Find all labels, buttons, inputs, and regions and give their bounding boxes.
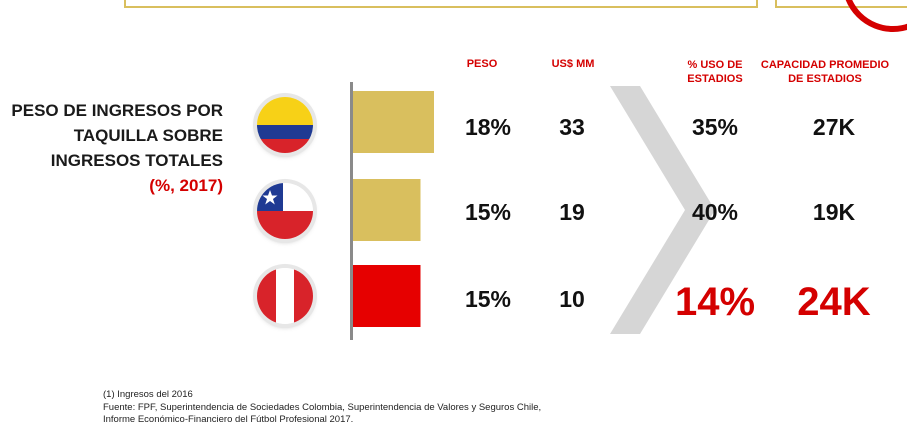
capacidad-value-highlight: 24K: [797, 280, 871, 324]
header-uso: % USO DE ESTADIOS: [670, 58, 760, 86]
chart-title: PESO DE INGRESOS POR TAQUILLA SOBRE INGR…: [11, 98, 223, 198]
footer-source-1: Fuente: FPF, Superintendencia de Socieda…: [103, 401, 542, 413]
title-line-1: PESO DE INGRESOS POR: [11, 101, 223, 120]
header-capacidad: CAPACIDAD PROMEDIO DE ESTADIOS: [760, 58, 890, 86]
footer-note: (1) Ingresos del 2016: [103, 389, 193, 400]
peru-flag-icon: [257, 268, 313, 324]
usd-value: 33: [559, 114, 585, 140]
chart-axis: [350, 82, 353, 340]
bar-0: [353, 91, 434, 153]
header-cap-line-2: DE ESTADIOS: [788, 73, 862, 85]
capacidad-value: 27K: [812, 114, 856, 140]
title-line-2: TAQUILLA SOBRE: [73, 126, 223, 145]
top-frame-decoration: [124, 0, 758, 8]
header-cap-line-1: CAPACIDAD PROMEDIO: [760, 59, 890, 71]
header-uso-line-1: % USO DE: [687, 59, 743, 71]
uso-value: 40%: [691, 199, 739, 225]
uso-value: 35%: [691, 114, 739, 140]
peso-value: 15%: [464, 286, 512, 312]
usd-value: 10: [559, 286, 585, 312]
peso-value: 18%: [464, 114, 512, 140]
capacidad-value: 19K: [812, 199, 856, 225]
header-uso-line-2: ESTADIOS: [687, 73, 743, 85]
title-subtitle: (%, 2017): [149, 176, 223, 195]
bar-1: [353, 179, 421, 241]
footer-notes: (1) Ingresos del 2016 Fuente: FPF, Super…: [103, 389, 541, 427]
peso-value: 15%: [464, 199, 512, 225]
top-frame-decoration-right: [775, 0, 907, 8]
title-line-3: INGRESOS TOTALES: [50, 151, 223, 170]
uso-value-highlight: 14%: [674, 280, 756, 324]
usd-value: 19: [559, 199, 585, 225]
header-usd: US$ MM: [551, 58, 595, 70]
footer-source-2: Informe Económico-Financiero del Fútbol …: [103, 414, 354, 425]
chile-flag-icon: [257, 183, 313, 239]
bar-2: [353, 265, 421, 327]
header-peso: PESO: [466, 58, 498, 70]
